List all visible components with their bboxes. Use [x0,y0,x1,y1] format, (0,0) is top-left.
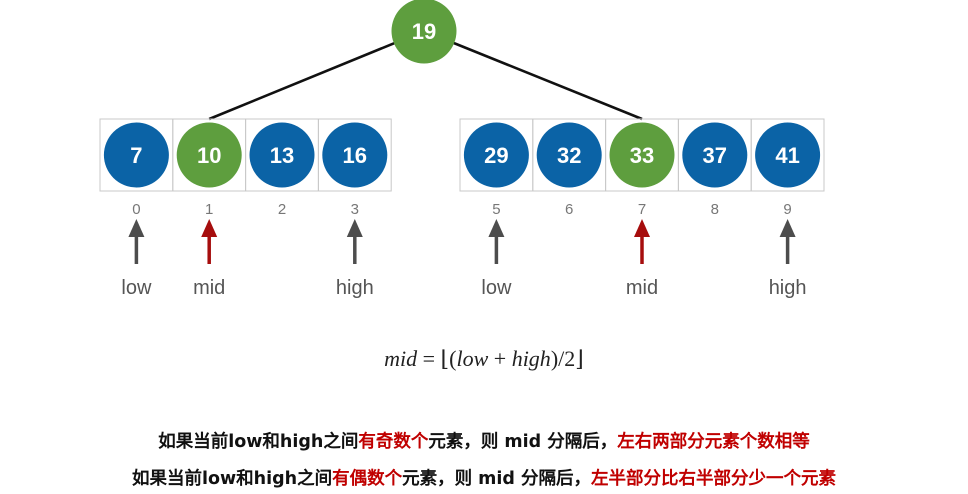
root-value: 19 [412,19,436,44]
node-value: 13 [270,143,294,168]
note-odd-conclusion: 左右两部分元素个数相等 [617,432,810,452]
formula-left-floor: ⌊ [440,346,450,371]
pointer-arrow-head [488,219,505,237]
index-label: 6 [565,201,573,218]
node-value: 7 [130,143,142,168]
node-value: 37 [703,143,727,168]
pointer-arrow-head [128,219,145,237]
formula-close-div: )/2 [550,346,576,371]
note-even-count: 如果当前low和high之间有偶数个元素，则 mid 分隔后，左半部分比右半部分… [0,465,968,490]
note-even-highlight: 有偶数个 [332,469,403,489]
formula-plus: + [488,346,512,371]
index-label: 7 [638,201,646,218]
tree-edge [208,29,425,121]
array-node [463,122,529,188]
formula-equals: = [417,346,441,371]
node-value: 41 [775,143,799,168]
pointer-label-low: low [481,277,512,299]
pointer-arrow-head [201,219,218,237]
index-label: 5 [492,201,500,218]
node-value: 33 [630,143,654,168]
index-label: 1 [205,201,213,218]
index-label: 3 [351,201,359,218]
note-even-prefix: 如果当前low和high之间 [131,469,333,489]
note-odd-count: 如果当前low和high之间有奇数个元素，则 mid 分隔后，左右两部分元素个数… [0,428,968,453]
array-node [755,122,821,188]
formula-mid: mid [384,346,418,371]
note-even-middle: 元素，则 mid 分隔后， [402,469,592,489]
node-value: 32 [557,143,581,168]
mid-formula: mid = ⌊(low + high)/2⌋ [0,346,968,372]
pointer-arrow-head [634,219,650,237]
pointer-arrow-head [779,219,796,237]
array-cell [317,118,392,192]
array-cell [750,118,825,192]
node-value: 29 [484,143,508,168]
formula-open-paren: ( [449,346,457,371]
note-odd-prefix: 如果当前low和high之间 [158,432,359,452]
formula-high: high [511,346,551,371]
array-node [609,122,675,188]
note-odd-middle: 元素，则 mid 分隔后， [428,432,618,452]
index-label: 8 [711,201,719,218]
pointer-arrow-head [346,219,363,237]
array-node [103,122,169,188]
note-even-conclusion: 左半部分比右半部分少一个元素 [591,469,837,489]
array-node [176,122,242,188]
array-node [536,122,602,188]
index-label: 0 [132,201,140,218]
node-value: 10 [197,143,221,168]
pointer-label-mid: mid [193,277,225,299]
note-odd-highlight: 有奇数个 [358,432,429,452]
pointer-label-low: low [121,277,152,299]
pointer-label-high: high [769,277,807,299]
array-node [322,122,388,188]
root-node [391,0,457,64]
array-node [682,122,748,188]
node-value: 16 [343,143,367,168]
index-label: 2 [278,201,286,218]
formula-right-floor: ⌋ [575,346,584,371]
formula-low: low [456,346,489,371]
tree-edge [423,29,643,121]
pointer-label-high: high [336,277,374,299]
array-node [249,122,315,188]
index-label: 9 [783,201,791,218]
pointer-label-mid: mid [626,277,658,299]
